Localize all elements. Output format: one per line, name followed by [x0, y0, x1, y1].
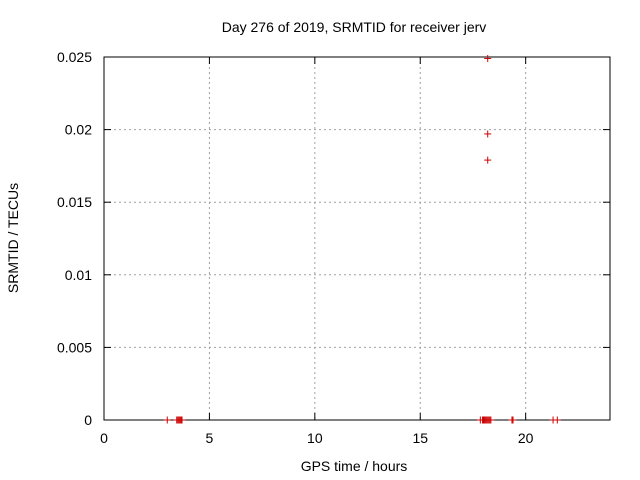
data-point: [509, 416, 517, 424]
data-point: [178, 416, 186, 424]
x-axis-label: GPS time / hours: [301, 458, 408, 474]
y-tick-label: 0.02: [65, 122, 92, 138]
y-tick-label: 0.025: [57, 49, 92, 65]
x-tick-label: 10: [307, 430, 323, 446]
x-tick-label: 5: [206, 430, 214, 446]
y-tick-label: 0: [84, 412, 92, 428]
data-point: [484, 54, 492, 62]
x-tick-label: 20: [518, 430, 534, 446]
grid: [104, 57, 610, 420]
axis-ticks: 0 5 10 15 20 0 0.005 0.01 0.015 0.02 0.025: [57, 49, 610, 446]
y-tick-label: 0.015: [57, 194, 92, 210]
y-tick-label: 0.005: [57, 339, 92, 355]
data-points: [163, 54, 561, 424]
data-point: [163, 416, 171, 424]
data-point: [484, 130, 492, 138]
data-point: [484, 156, 492, 164]
data-point: [487, 416, 495, 424]
plot-frame: [103, 56, 611, 421]
y-tick-label: 0.01: [65, 267, 92, 283]
x-tick-label: 0: [100, 430, 108, 446]
x-tick-label: 15: [412, 430, 428, 446]
y-axis-label: SRMTID / TECUs: [5, 183, 21, 293]
chart-title: Day 276 of 2019, SRMTID for receiver jer…: [222, 19, 487, 35]
data-point: [553, 416, 561, 424]
